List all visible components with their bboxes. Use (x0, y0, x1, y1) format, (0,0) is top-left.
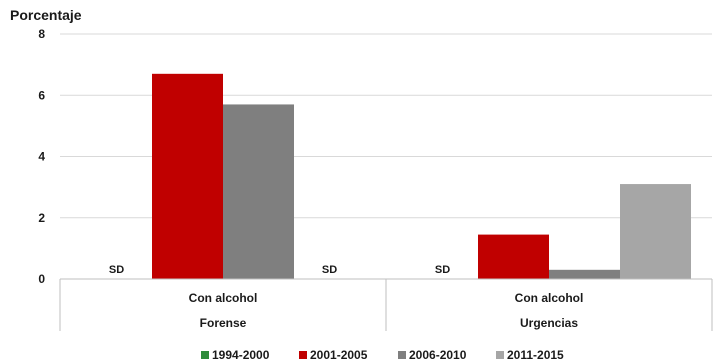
no-data-label: SD (435, 264, 450, 276)
y-axis-title: Porcentaje (10, 7, 82, 23)
y-tick-label: 4 (38, 150, 45, 164)
legend-label: 2006-2010 (409, 348, 467, 362)
y-tick-label: 0 (38, 272, 45, 286)
y-tick-label: 6 (38, 88, 45, 102)
no-data-label: SD (322, 264, 337, 276)
y-tick-label: 8 (38, 27, 45, 41)
y-tick-label: 2 (38, 211, 45, 225)
group-label: Forense (200, 316, 247, 330)
legend-label: 1994-2000 (212, 348, 270, 362)
legend-swatch (398, 351, 406, 359)
legend: 1994-2000 2001-2005 2006-2010 2011-2015 (201, 348, 564, 362)
legend-label: 2011-2015 (507, 348, 564, 362)
bar (478, 234, 549, 279)
legend-swatch (299, 351, 307, 359)
bar (223, 104, 294, 279)
x-axis: Con alcohol Forense Con alcohol Urgencias (59, 278, 713, 331)
bar (152, 73, 223, 279)
category-label: Con alcohol (515, 291, 584, 305)
bar (620, 184, 691, 279)
group-label: Urgencias (520, 316, 578, 330)
category-label: Con alcohol (189, 291, 258, 305)
y-axis-ticks: 0 2 4 6 8 (38, 27, 45, 286)
legend-label: 2001-2005 (310, 348, 368, 362)
legend-swatch (496, 351, 504, 359)
legend-swatch (201, 351, 209, 359)
bars: SD SD SD (109, 73, 691, 279)
no-data-label: SD (109, 264, 124, 276)
bar (549, 269, 620, 279)
